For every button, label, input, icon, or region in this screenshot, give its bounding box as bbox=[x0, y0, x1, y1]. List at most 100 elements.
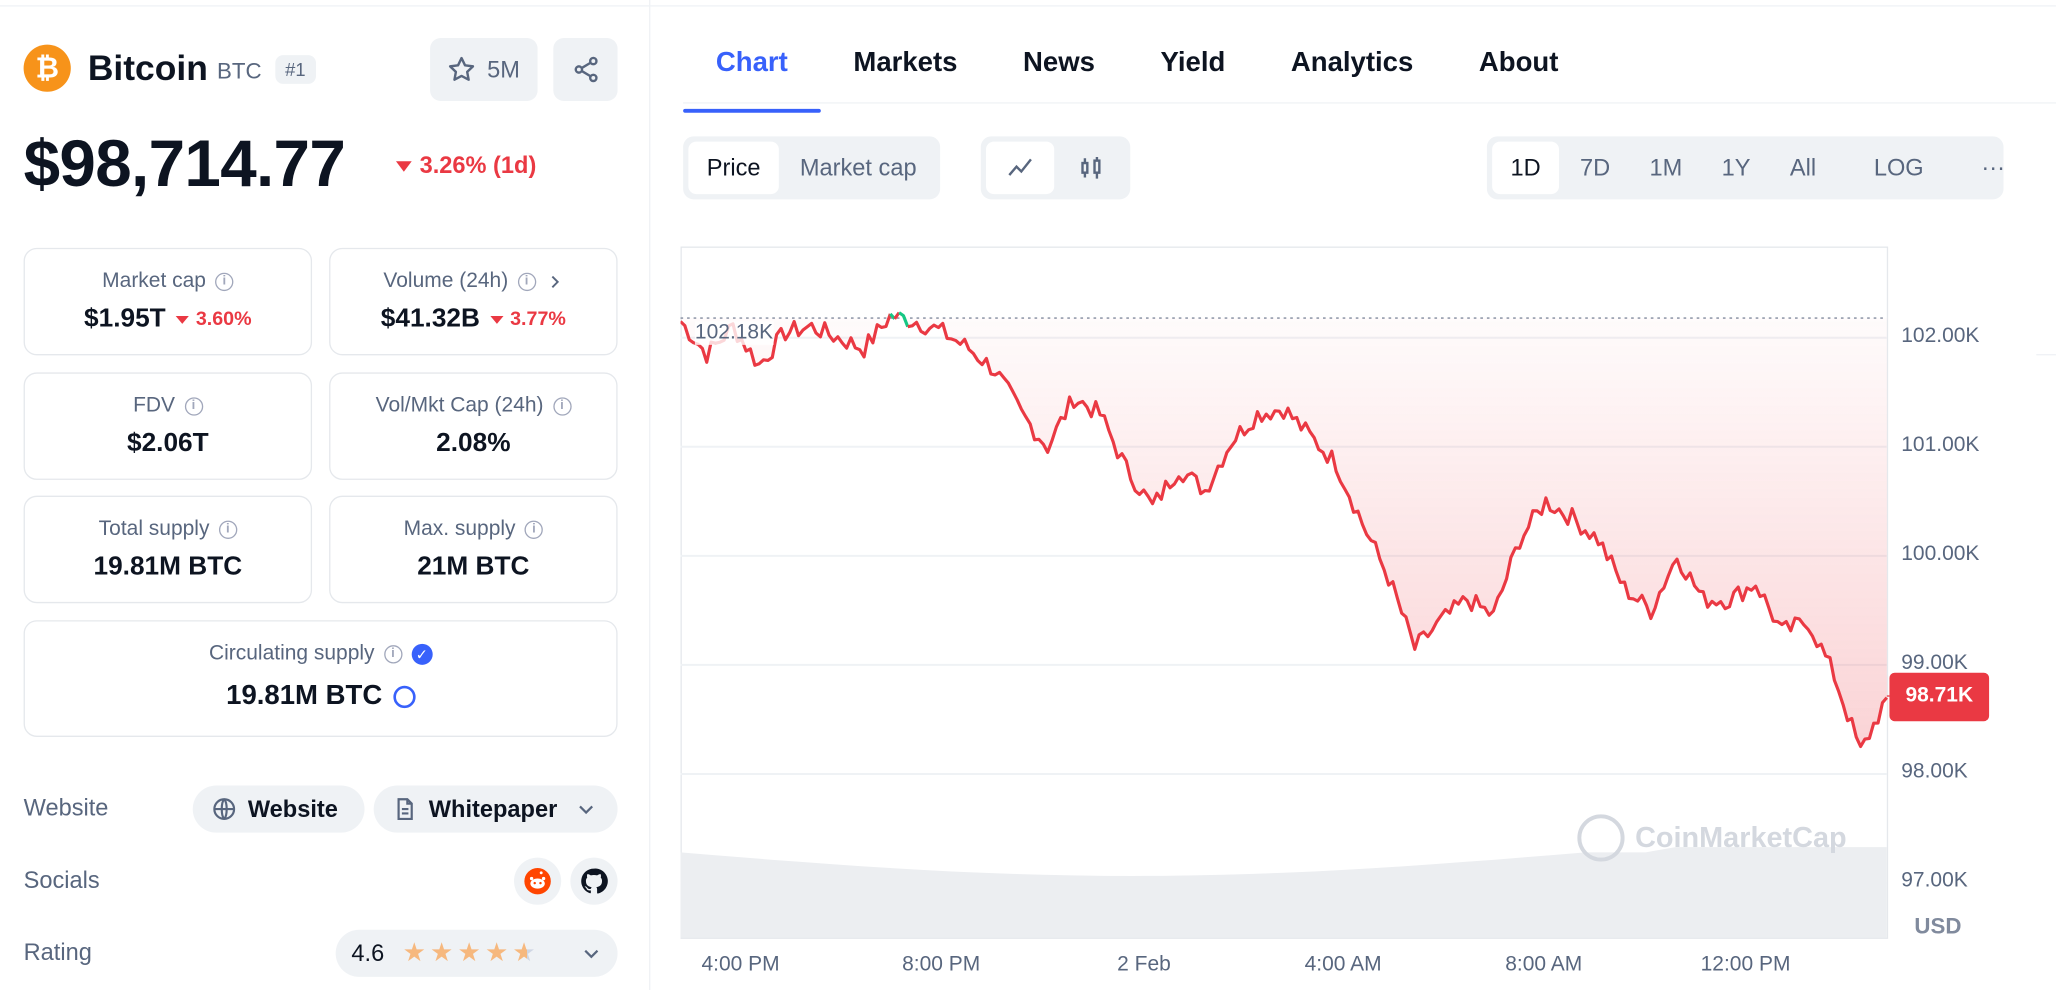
chevron-down-icon bbox=[584, 949, 599, 959]
chevron-right-icon[interactable] bbox=[545, 273, 563, 291]
range-1d[interactable]: 1D bbox=[1492, 141, 1560, 195]
tab-yield[interactable]: Yield bbox=[1160, 47, 1226, 78]
tab-news[interactable]: News bbox=[1023, 47, 1095, 78]
tab-markets[interactable]: Markets bbox=[853, 47, 958, 78]
reddit-icon bbox=[524, 867, 551, 895]
market-cap-value: $1.95T bbox=[84, 304, 166, 334]
max-supply-card: Max. supply i 21M BTC bbox=[329, 495, 618, 604]
time-range-selector: 1D 7D 1M 1Y All LOG ··· bbox=[1486, 136, 2005, 200]
socials-row-label: Socials bbox=[23, 866, 100, 893]
info-icon[interactable]: i bbox=[215, 272, 234, 292]
x-tick-label: 4:00 PM bbox=[701, 953, 780, 976]
log-scale-toggle[interactable]: LOG bbox=[1873, 154, 1924, 181]
rating-star-icon: ★ bbox=[430, 938, 454, 968]
coin-symbol: BTC bbox=[217, 59, 262, 84]
coin-name: Bitcoin bbox=[87, 47, 208, 88]
website-row-label: Website bbox=[23, 794, 109, 821]
total-supply-value: 19.81M BTC bbox=[93, 552, 243, 581]
tab-chart[interactable]: Chart bbox=[683, 47, 821, 113]
currency-label: USD bbox=[1914, 913, 1962, 939]
metric-toggle: Price Market cap bbox=[683, 136, 941, 200]
coin-header: ₿ Bitcoin BTC #1 bbox=[23, 44, 317, 92]
info-icon[interactable]: i bbox=[524, 520, 544, 539]
coin-tabs: Chart Markets News Yield Analytics About bbox=[683, 47, 1591, 113]
coin-info-panel: ₿ Bitcoin BTC #1 5M $98,714.77 3.26% (1d… bbox=[0, 0, 651, 990]
whitepaper-label: Whitepaper bbox=[428, 795, 558, 822]
rating-star-icon: ★ bbox=[512, 938, 536, 968]
line-chart-toggle[interactable] bbox=[986, 141, 1055, 195]
watchlist-count: 5M bbox=[487, 55, 520, 82]
side-divider bbox=[2036, 354, 2056, 356]
website-button[interactable]: Website bbox=[192, 785, 365, 833]
share-icon bbox=[573, 56, 597, 83]
bitcoin-logo-icon: ₿ bbox=[23, 44, 71, 92]
rating-star-icon: ★ bbox=[402, 938, 427, 968]
market-cap-change: 3.60% bbox=[195, 308, 252, 331]
supply-progress-ring-icon bbox=[392, 685, 416, 708]
price-chart[interactable]: 102.18K 102.00K 101.00K 100.00K 99.00K 98.00… bbox=[680, 246, 2005, 990]
share-button[interactable] bbox=[553, 38, 618, 101]
range-1y[interactable]: 1Y bbox=[1721, 154, 1751, 181]
y-tick-label: 100.00K bbox=[1901, 542, 1980, 566]
price-toggle[interactable]: Price bbox=[688, 141, 779, 195]
github-icon bbox=[581, 868, 608, 894]
rating-star-icon: ★ bbox=[484, 938, 509, 968]
globe-icon bbox=[213, 798, 236, 820]
rating-stars: ★ ★ ★ ★ ★ bbox=[403, 940, 536, 966]
watchlist-button[interactable]: 5M bbox=[430, 38, 538, 101]
info-icon[interactable]: i bbox=[184, 397, 203, 416]
total-supply-label: Total supply bbox=[98, 517, 210, 541]
watermark-text: CoinMarketCap bbox=[1635, 820, 1847, 854]
website-button-label: Website bbox=[247, 795, 338, 822]
fdv-label: FDV bbox=[133, 394, 176, 417]
tab-about[interactable]: About bbox=[1478, 47, 1559, 78]
verified-check-icon: ✓ bbox=[411, 643, 433, 665]
info-icon[interactable]: i bbox=[383, 645, 403, 664]
chart-panel: Chart Markets News Yield Analytics About… bbox=[652, 0, 2056, 990]
info-icon[interactable]: i bbox=[552, 397, 572, 416]
info-icon[interactable]: i bbox=[218, 520, 237, 539]
tabs-divider bbox=[683, 102, 2056, 104]
price-area-fill bbox=[680, 318, 1887, 747]
vol-mkt-cap-card: Vol/Mkt Cap (24h) i 2.08% bbox=[329, 372, 618, 480]
info-icon[interactable]: i bbox=[517, 272, 536, 292]
star-outline-icon bbox=[449, 56, 475, 81]
candlestick-toggle[interactable] bbox=[1057, 142, 1125, 194]
y-tick-label: 101.00K bbox=[1901, 433, 1980, 456]
tab-analytics[interactable]: Analytics bbox=[1290, 47, 1414, 78]
coinmarketcap-watermark: CoinMarketCap bbox=[1577, 814, 1847, 862]
volume-label: Volume (24h) bbox=[383, 270, 509, 293]
plot-frame bbox=[680, 246, 1889, 939]
whitepaper-dropdown[interactable]: Whitepaper bbox=[373, 785, 618, 833]
vol-mkt-cap-label: Vol/Mkt Cap (24h) bbox=[375, 394, 544, 417]
volume-change: 3.77% bbox=[510, 308, 566, 331]
x-tick-label: 4:00 AM bbox=[1304, 953, 1382, 976]
range-all[interactable]: All bbox=[1789, 154, 1817, 181]
range-1m[interactable]: 1M bbox=[1649, 154, 1683, 181]
max-supply-label: Max. supply bbox=[403, 517, 516, 541]
vol-mkt-cap-value: 2.08% bbox=[436, 428, 511, 458]
range-7d[interactable]: 7D bbox=[1580, 154, 1611, 181]
market-cap-label: Market cap bbox=[102, 270, 206, 293]
price-line-down bbox=[893, 311, 901, 320]
document-icon bbox=[397, 798, 413, 820]
circulating-supply-card: Circulating supply i ✓ 19.81M BTC bbox=[23, 620, 618, 737]
chevron-down-icon bbox=[579, 805, 594, 815]
max-supply-value: 21M BTC bbox=[417, 552, 530, 581]
total-supply-card: Total supply i 19.81M BTC bbox=[23, 495, 313, 604]
reddit-link[interactable] bbox=[513, 857, 562, 905]
y-tick-label: 99.00K bbox=[1901, 651, 1968, 675]
market-cap-toggle[interactable]: Market cap bbox=[799, 154, 917, 181]
price-change-value: 3.26% (1d) bbox=[419, 152, 537, 179]
volume-card[interactable]: Volume (24h) i $41.32B 3.77% bbox=[329, 247, 618, 356]
rank-badge: #1 bbox=[274, 55, 317, 84]
circulating-supply-label: Circulating supply bbox=[208, 642, 375, 665]
price-line-down bbox=[907, 320, 1889, 749]
rating-value: 4.6 bbox=[351, 939, 385, 966]
high-price-label: 102.18K bbox=[694, 321, 774, 345]
rating-dropdown[interactable]: 4.6 ★ ★ ★ ★ ★ bbox=[335, 929, 618, 977]
github-link[interactable] bbox=[570, 857, 618, 905]
volume-value: $41.32B bbox=[380, 304, 480, 334]
caret-down-icon bbox=[490, 315, 504, 324]
more-options-button[interactable]: ··· bbox=[1981, 154, 2005, 181]
